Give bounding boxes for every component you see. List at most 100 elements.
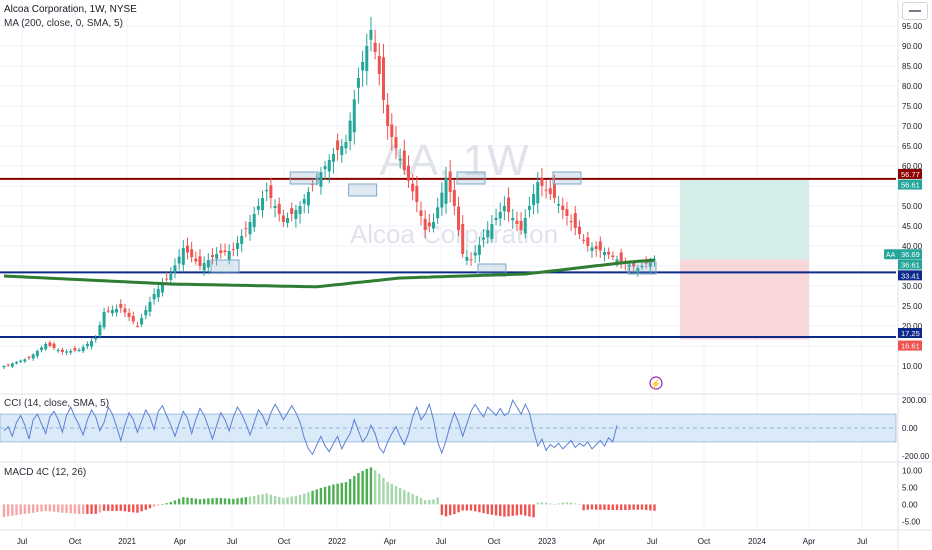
chart-title: Alcoa Corporation, 1W, NYSE [4, 4, 137, 15]
candle-body [306, 192, 310, 206]
macd-bar [440, 504, 444, 515]
candle-body [515, 220, 519, 224]
candle [40, 345, 44, 353]
candle [465, 249, 469, 265]
candle [457, 196, 461, 237]
candle [181, 240, 185, 272]
macd-bar [44, 504, 47, 512]
candle-body [598, 241, 602, 251]
macd-bar [448, 504, 452, 516]
ma-indicator-label[interactable]: MA (200, close, 0, SMA, 5) [4, 18, 123, 29]
candle-body [65, 351, 69, 353]
candle [277, 197, 281, 222]
macd-bar [215, 497, 218, 505]
candle-body [90, 341, 94, 347]
candle [515, 211, 519, 231]
macd-bar [27, 504, 31, 514]
macd-bar [152, 504, 156, 507]
macd-bar [219, 498, 223, 505]
candle [327, 154, 331, 184]
candle [628, 261, 631, 274]
take-profit-zone [680, 179, 809, 260]
time-tick-label: Jul [436, 537, 446, 546]
time-tick-label: Oct [488, 537, 501, 546]
candle-body [461, 224, 465, 254]
candle [523, 209, 527, 239]
candle [482, 229, 486, 248]
price-tag-text: 17.25 [901, 329, 920, 338]
candle-body [298, 206, 302, 214]
price-axis: 10.0015.0020.0025.0030.0035.0040.0045.00… [898, 22, 923, 371]
candle [10, 362, 14, 369]
candle-body [586, 237, 590, 246]
macd-bar [323, 486, 327, 505]
macd-bar [303, 493, 306, 505]
candle-body [536, 182, 540, 204]
candle [69, 348, 73, 355]
candle-body [457, 206, 461, 230]
candle-body [615, 259, 619, 263]
candle-body [507, 197, 511, 212]
candle [448, 160, 452, 203]
macd-bar [340, 482, 343, 505]
macd-bar [494, 504, 498, 516]
cci-indicator-label[interactable]: CCI (14, close, SMA, 5) [4, 398, 110, 409]
macd-bar [31, 504, 35, 513]
candle-body [365, 46, 369, 72]
touch-box [627, 261, 657, 275]
macd-bar [565, 502, 569, 505]
macd-bar [57, 504, 60, 513]
resistance-tag: 56.77 [898, 168, 922, 179]
candle [607, 247, 611, 260]
candle-body [236, 243, 240, 249]
macd-bar [253, 495, 256, 505]
candle [640, 262, 644, 271]
candle [294, 204, 298, 228]
candle-body [115, 309, 119, 313]
candle [110, 305, 114, 317]
macd-indicator-label[interactable]: MACD 4C (12, 26) [4, 467, 87, 478]
macd-bar [211, 498, 214, 505]
candle-body [244, 228, 248, 230]
candle-body [140, 318, 144, 325]
candle [519, 212, 523, 235]
menu-button[interactable] [902, 2, 928, 20]
candle [160, 277, 164, 297]
candle [557, 195, 561, 214]
macd-bar [544, 502, 548, 505]
macd-bar [207, 498, 210, 505]
candle-body [131, 316, 135, 322]
macd-bar [461, 504, 464, 511]
macd-bar [369, 467, 373, 505]
macd-bar [378, 473, 381, 505]
macd-bar [132, 504, 135, 513]
macd-bar [148, 504, 152, 509]
macd-bar [86, 504, 89, 514]
candle-body [448, 171, 452, 192]
candle [340, 139, 344, 163]
candle [369, 16, 373, 52]
macd-bar [73, 504, 77, 514]
candle-body [519, 220, 523, 230]
macd-bar [161, 504, 164, 505]
price-tick-label: 95.00 [902, 22, 923, 31]
time-tick-label: Oct [278, 537, 291, 546]
macd-bar [590, 504, 594, 510]
macd-bar [328, 485, 331, 505]
candle-body [548, 188, 552, 194]
macd-bar [524, 504, 527, 516]
macd-bar [382, 477, 385, 505]
macd-bar [319, 488, 323, 505]
candle-body [569, 221, 573, 223]
symbol-badge [884, 249, 898, 260]
candle [190, 241, 194, 263]
candle [423, 210, 427, 238]
candle-body [498, 212, 502, 219]
macd-bar [540, 502, 544, 505]
candle [19, 359, 23, 364]
candle-body [248, 222, 252, 235]
price-tag-box [898, 179, 922, 190]
candle-body [19, 360, 23, 362]
candle-body [619, 252, 623, 262]
